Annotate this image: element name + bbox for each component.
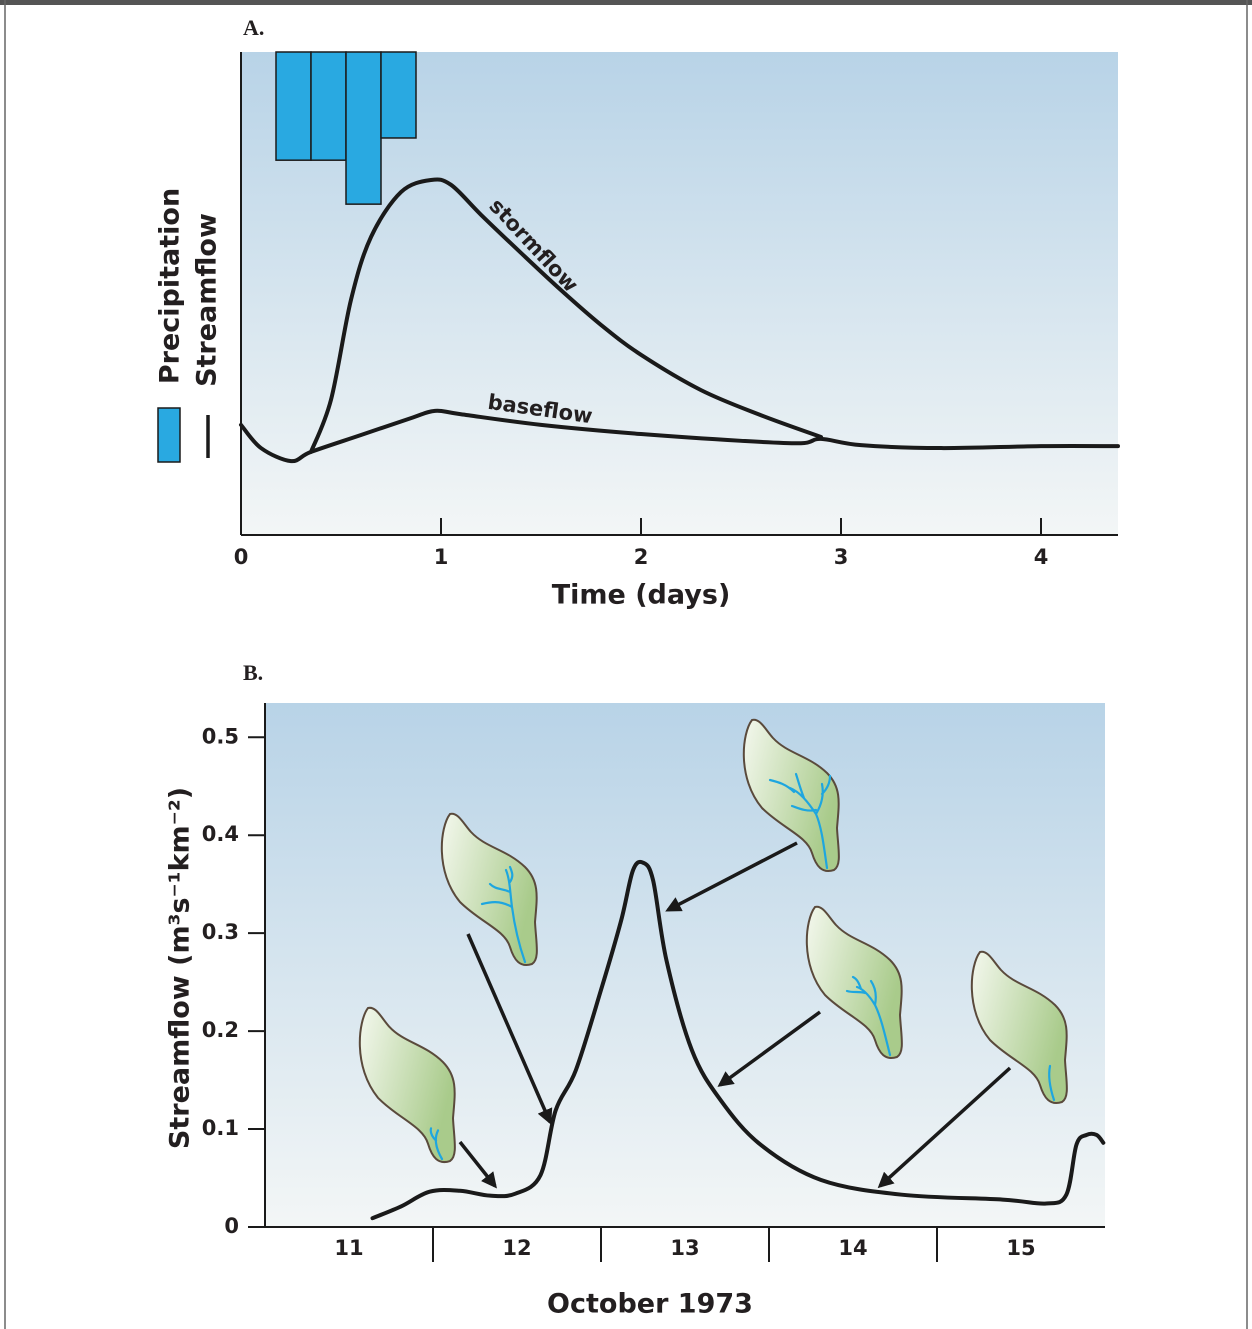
y-tick-label: 0.2: [202, 1018, 239, 1042]
x-tick-label: 1: [434, 545, 449, 569]
streamflow-line: [309, 177, 823, 454]
arrows: [458, 841, 1012, 1189]
chart-title: A.: [243, 15, 264, 40]
y-tick-label: 0.5: [202, 724, 239, 748]
streamflow-line: [239, 408, 1120, 464]
leaf: [440, 812, 538, 967]
leaf: [805, 905, 903, 1060]
precipitation-bar: [310, 51, 347, 161]
x-tick-label: 11: [334, 1236, 363, 1260]
streamflow-line: [370, 859, 1106, 1221]
y-axis-label: Streamflow: [192, 213, 223, 387]
x-tick-label: 4: [1034, 545, 1049, 569]
y-tick-label: 0.4: [202, 822, 239, 846]
frame-top: [0, 0, 1252, 5]
precipitation-label: Precipitation: [155, 188, 186, 384]
x-tick-label: 0: [234, 545, 249, 569]
x-tick-label: 12: [502, 1236, 531, 1260]
chart-a: A. Time (days) Precipitation Streamflow …: [155, 15, 1120, 611]
arrow: [665, 841, 798, 912]
x-tick-label: 14: [838, 1236, 867, 1260]
chart-title: B.: [243, 660, 263, 685]
x-axis-label: October 1973: [547, 1289, 753, 1320]
x-tick-label: 2: [634, 545, 649, 569]
arrow: [458, 1140, 497, 1189]
y-tick-label: 0: [224, 1214, 239, 1238]
leaf: [742, 718, 840, 873]
x-tick-label: 15: [1006, 1236, 1035, 1260]
x-tick-label: 13: [670, 1236, 699, 1260]
precipitation-bar: [345, 51, 382, 205]
precipitation-bar: [275, 51, 312, 161]
x-axis-label: Time (days): [552, 580, 731, 611]
y-axis-label: Streamflow (m³s⁻¹km⁻²): [165, 787, 196, 1149]
arrow: [466, 933, 553, 1125]
leaf: [358, 1006, 456, 1164]
precipitation-legend-icon: [157, 407, 181, 463]
leaf-illustrations: [358, 718, 1068, 1164]
chart-b: B. October 1973 Streamflow (m³s⁻¹km⁻²) 1…: [165, 660, 1106, 1320]
precipitation-bar: [380, 51, 417, 139]
leaf: [970, 950, 1068, 1105]
x-tick-label: 3: [834, 545, 849, 569]
plot-background: [265, 703, 1105, 1227]
arrow: [877, 1066, 1012, 1189]
y-tick-label: 0.1: [202, 1116, 239, 1140]
arrow: [717, 1010, 822, 1087]
y-tick-label: 0.3: [202, 920, 239, 944]
